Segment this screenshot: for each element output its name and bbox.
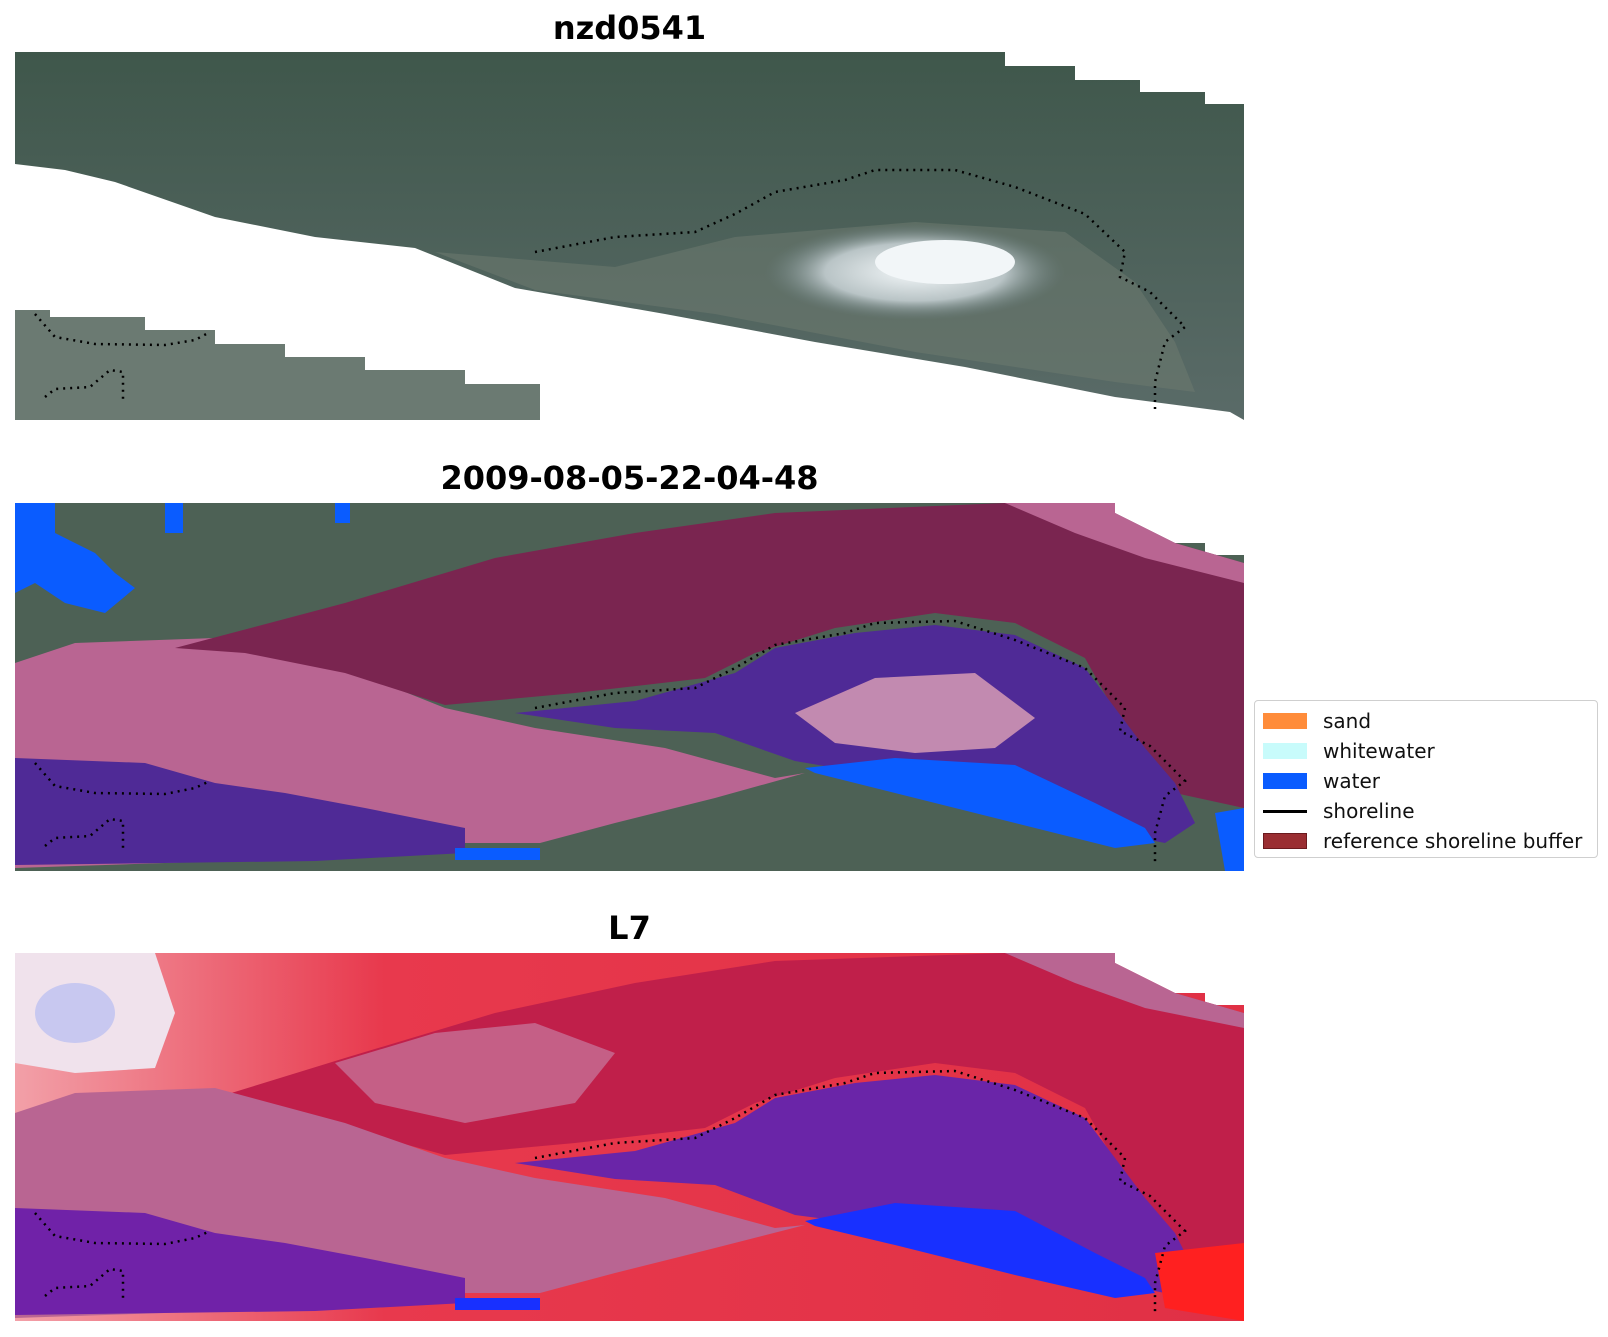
index-image xyxy=(15,953,1244,1321)
legend-item-shoreline: shoreline xyxy=(1263,796,1589,826)
rgb-image xyxy=(15,52,1244,420)
legend-label-reference-buffer: reference shoreline buffer xyxy=(1323,829,1583,853)
legend: sand whitewater water shoreline referenc… xyxy=(1254,700,1598,858)
legend-item-whitewater: whitewater xyxy=(1263,736,1589,766)
panel-title-index: L7 xyxy=(608,909,651,947)
classified-image xyxy=(15,503,1244,871)
classified-image-panel xyxy=(15,503,1244,871)
legend-item-reference-buffer: reference shoreline buffer xyxy=(1263,826,1589,856)
panel-title-rgb: nzd0541 xyxy=(552,9,707,47)
legend-swatch-water xyxy=(1263,773,1307,789)
legend-label-water: water xyxy=(1323,769,1380,793)
legend-swatch-shoreline xyxy=(1263,809,1307,813)
legend-item-sand: sand xyxy=(1263,706,1589,736)
index-image-panel xyxy=(15,953,1244,1321)
legend-swatch-reference-buffer xyxy=(1263,833,1307,849)
legend-item-water: water xyxy=(1263,766,1589,796)
rgb-image-panel xyxy=(15,52,1244,420)
panel-title-classified: 2009-08-05-22-04-48 xyxy=(440,459,819,497)
legend-swatch-whitewater xyxy=(1263,743,1307,759)
legend-label-sand: sand xyxy=(1323,709,1372,733)
legend-label-whitewater: whitewater xyxy=(1323,739,1435,763)
legend-swatch-sand xyxy=(1263,713,1307,729)
legend-label-shoreline: shoreline xyxy=(1323,799,1415,823)
